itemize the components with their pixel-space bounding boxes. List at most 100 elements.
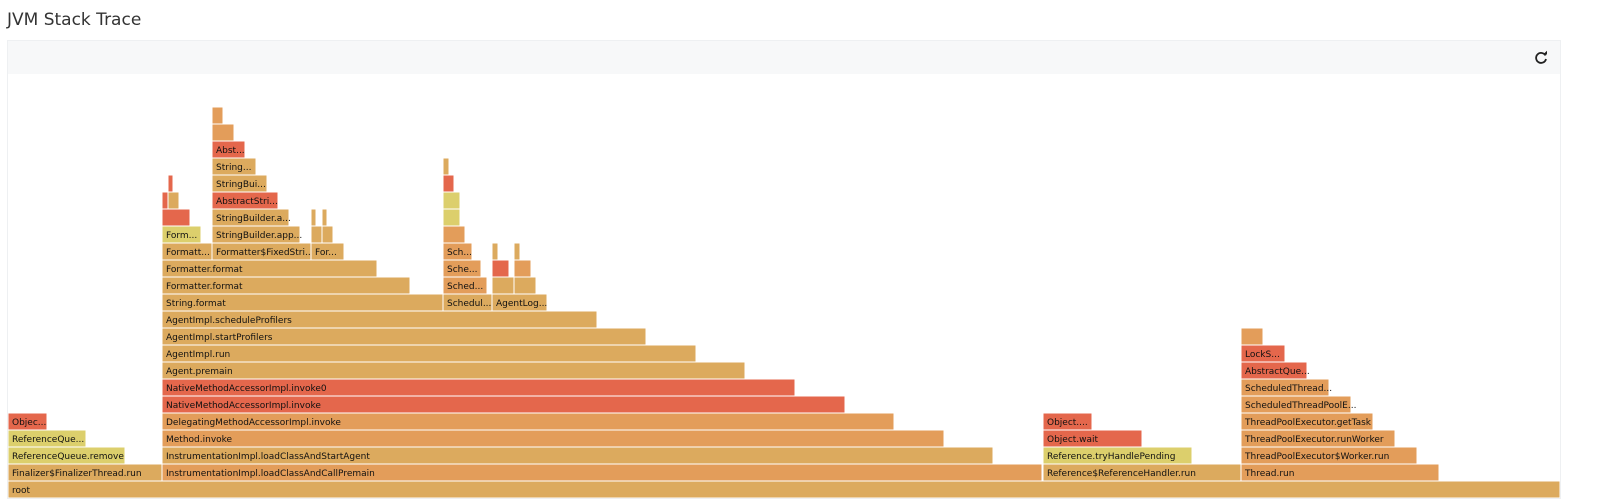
flame-frame[interactable]: String... [211,157,257,176]
flame-frame-bar[interactable] [1042,429,1143,448]
flame-frame[interactable]: AgentImpl.scheduleProfilers [161,310,598,329]
flame-frame[interactable] [513,276,537,295]
flame-frame-bar[interactable] [491,242,499,261]
flame-frame-bar[interactable] [1240,429,1396,448]
flame-frame[interactable] [442,157,450,176]
flame-frame-bar[interactable] [513,259,532,278]
flame-frame[interactable]: String.format [161,293,444,312]
flame-frame[interactable] [321,208,328,227]
flame-frame[interactable]: StringBuilder.a... [211,208,291,227]
flame-frame[interactable]: root [8,480,1560,498]
flame-frame-bar[interactable] [1240,412,1374,431]
flame-frame-bar[interactable] [211,174,268,193]
flame-frame-bar[interactable] [161,242,213,261]
flame-frame-bar[interactable] [442,276,488,295]
flame-frame[interactable]: Formatter.format [161,276,411,295]
flame-frame[interactable] [310,225,323,244]
refresh-icon[interactable] [1532,49,1550,67]
flame-frame-bar[interactable] [211,123,235,142]
flame-frame[interactable]: ThreadPoolExecutor.runWorker [1240,429,1396,448]
flame-frame-bar[interactable] [161,446,994,465]
flame-frame-bar[interactable] [310,242,345,261]
flame-frame-bar[interactable] [442,293,493,312]
flame-frame[interactable] [161,191,169,210]
flame-frame-bar[interactable] [211,225,301,244]
flame-frame[interactable]: Reference.tryHandlePending [1042,446,1193,465]
flame-frame-bar[interactable] [1240,344,1286,363]
flame-frame[interactable] [167,174,174,193]
flame-frame-bar[interactable] [310,208,317,227]
flame-frame-bar[interactable] [211,157,257,176]
flame-frame[interactable]: Form... [161,225,202,244]
flame-frame-bar[interactable] [161,463,1043,482]
flame-frame-bar[interactable] [1240,463,1440,482]
flame-frame[interactable]: AgentLog... [491,293,548,312]
flame-frame[interactable]: Finalizer$FinalizerThread.run [8,463,163,482]
flame-frame[interactable]: DelegatingMethodAccessorImpl.invoke [161,412,895,431]
flame-frame[interactable]: StringBuilder.app... [211,225,302,244]
flame-frame[interactable] [211,123,235,142]
flame-frame-bar[interactable] [1042,446,1193,465]
flame-frame[interactable] [1240,327,1264,346]
flame-frame[interactable]: Formatt... [161,242,213,261]
flame-frame-bar[interactable] [8,463,163,482]
flame-frame[interactable]: ThreadPoolExecutor.getTask [1240,412,1374,431]
flame-frame[interactable] [491,242,499,261]
flame-frame-bar[interactable] [442,242,473,261]
flame-frame[interactable]: Sche... [442,259,482,278]
flame-frame-bar[interactable] [442,259,482,278]
flame-frame[interactable] [442,225,466,244]
flame-frame-bar[interactable] [321,225,334,244]
flame-frame[interactable] [442,208,461,227]
flame-frame[interactable] [513,242,521,261]
flame-frame[interactable]: Thread.run [1240,463,1440,482]
flame-frame[interactable]: Sched... [442,276,488,295]
flame-frame[interactable] [442,191,461,210]
flame-frame[interactable]: Reference$ReferenceHandler.run [1042,463,1242,482]
flame-frame[interactable]: StringBui... [211,174,268,193]
flame-frame[interactable]: NativeMethodAccessorImpl.invoke0 [161,378,796,397]
flame-frame[interactable] [491,259,510,278]
flame-frame[interactable]: Agent.premain [161,361,746,380]
flame-frame[interactable]: Abst... [211,140,246,159]
flame-frame[interactable] [310,208,317,227]
flame-frame-bar[interactable] [161,259,378,278]
flame-frame-bar[interactable] [491,293,548,312]
flame-frame[interactable]: ReferenceQueue.remove [8,446,126,465]
flame-frame-bar[interactable] [8,429,87,448]
flame-frame-bar[interactable] [1042,412,1093,431]
flame-frame[interactable]: InstrumentationImpl.loadClassAndCallPrem… [161,463,1043,482]
flame-frame[interactable]: ScheduledThread... [1240,378,1332,397]
flame-frame[interactable]: AgentImpl.run [161,344,697,363]
flame-frame-bar[interactable] [161,293,444,312]
flame-frame[interactable]: For... [310,242,345,261]
flame-frame-bar[interactable] [161,191,169,210]
flame-frame[interactable]: Objec... [8,412,48,431]
flame-frame[interactable] [513,259,532,278]
flame-frame[interactable]: Sch... [442,242,473,261]
flame-frame-bar[interactable] [442,225,466,244]
flame-frame-bar[interactable] [513,276,537,295]
flame-frame-bar[interactable] [161,276,411,295]
flame-frame-bar[interactable] [1240,361,1308,380]
flame-frame-bar[interactable] [161,310,598,329]
flame-frame-bar[interactable] [211,208,290,227]
flame-frame-bar[interactable] [491,259,510,278]
flame-frame[interactable]: ThreadPoolExecutor$Worker.run [1240,446,1418,465]
flame-frame[interactable]: Object.... [1042,412,1093,431]
flame-frame-bar[interactable] [442,157,450,176]
flame-frame-bar[interactable] [321,208,328,227]
flame-frame-bar[interactable] [161,412,895,431]
flame-frame-bar[interactable] [211,191,279,210]
flame-frame[interactable] [491,276,515,295]
flame-frame-bar[interactable] [161,208,191,227]
flame-frame-bar[interactable] [161,344,697,363]
flame-frame[interactable] [161,208,191,227]
flame-frame[interactable]: LockS... [1240,344,1286,363]
flame-frame-bar[interactable] [442,191,461,210]
flame-frame-bar[interactable] [161,395,846,414]
flame-frame-bar[interactable] [442,208,461,227]
flame-frame-bar[interactable] [161,378,796,397]
flame-frame-bar[interactable] [211,140,246,159]
flame-frame-bar[interactable] [491,276,515,295]
